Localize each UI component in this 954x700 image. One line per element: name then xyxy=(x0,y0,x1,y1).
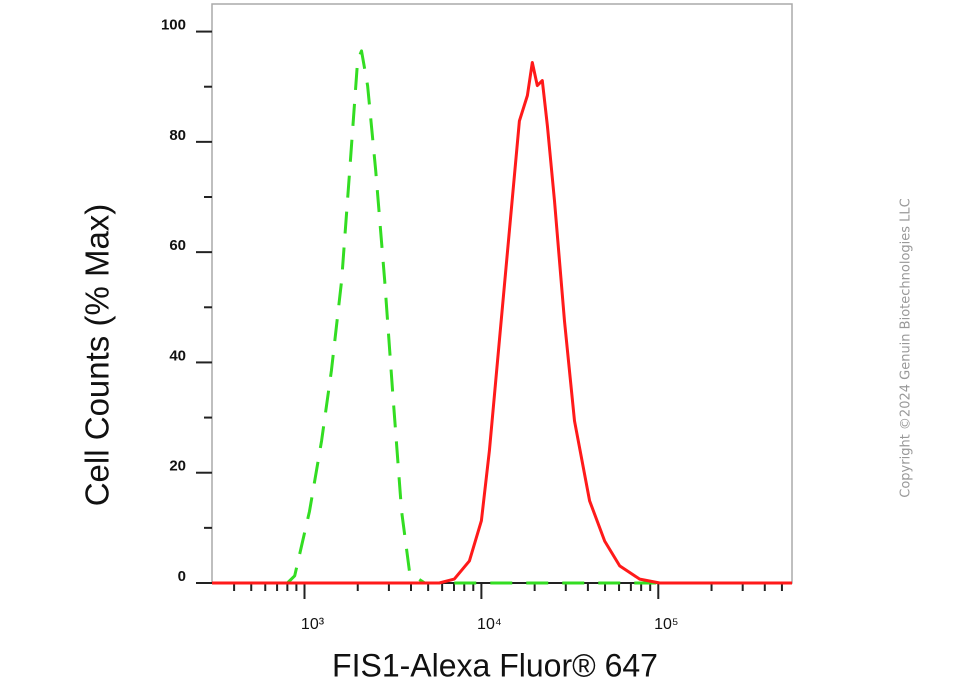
series-line xyxy=(212,61,792,585)
y-tick-label: 40 xyxy=(169,347,186,364)
copyright: Copyright ©2024 Genuin Biotechnologies L… xyxy=(899,198,914,497)
series-line xyxy=(212,49,792,585)
y-tick-label: 20 xyxy=(169,458,186,475)
x-tick-label: 10³ xyxy=(301,616,325,633)
x-tick-label: 10⁵ xyxy=(654,616,678,633)
x-tick-label: 10⁴ xyxy=(477,616,502,633)
y-axis-label: Cell Counts (% Max) xyxy=(79,204,116,507)
y-tick-label: 100 xyxy=(161,17,186,34)
y-tick-label: 0 xyxy=(178,568,186,585)
plot-frame xyxy=(211,3,793,584)
y-tick-label: 80 xyxy=(169,127,186,144)
x-axis-label: FIS1-Alexa Fluor® 647 xyxy=(332,647,658,683)
y-tick-label: 60 xyxy=(169,237,186,254)
